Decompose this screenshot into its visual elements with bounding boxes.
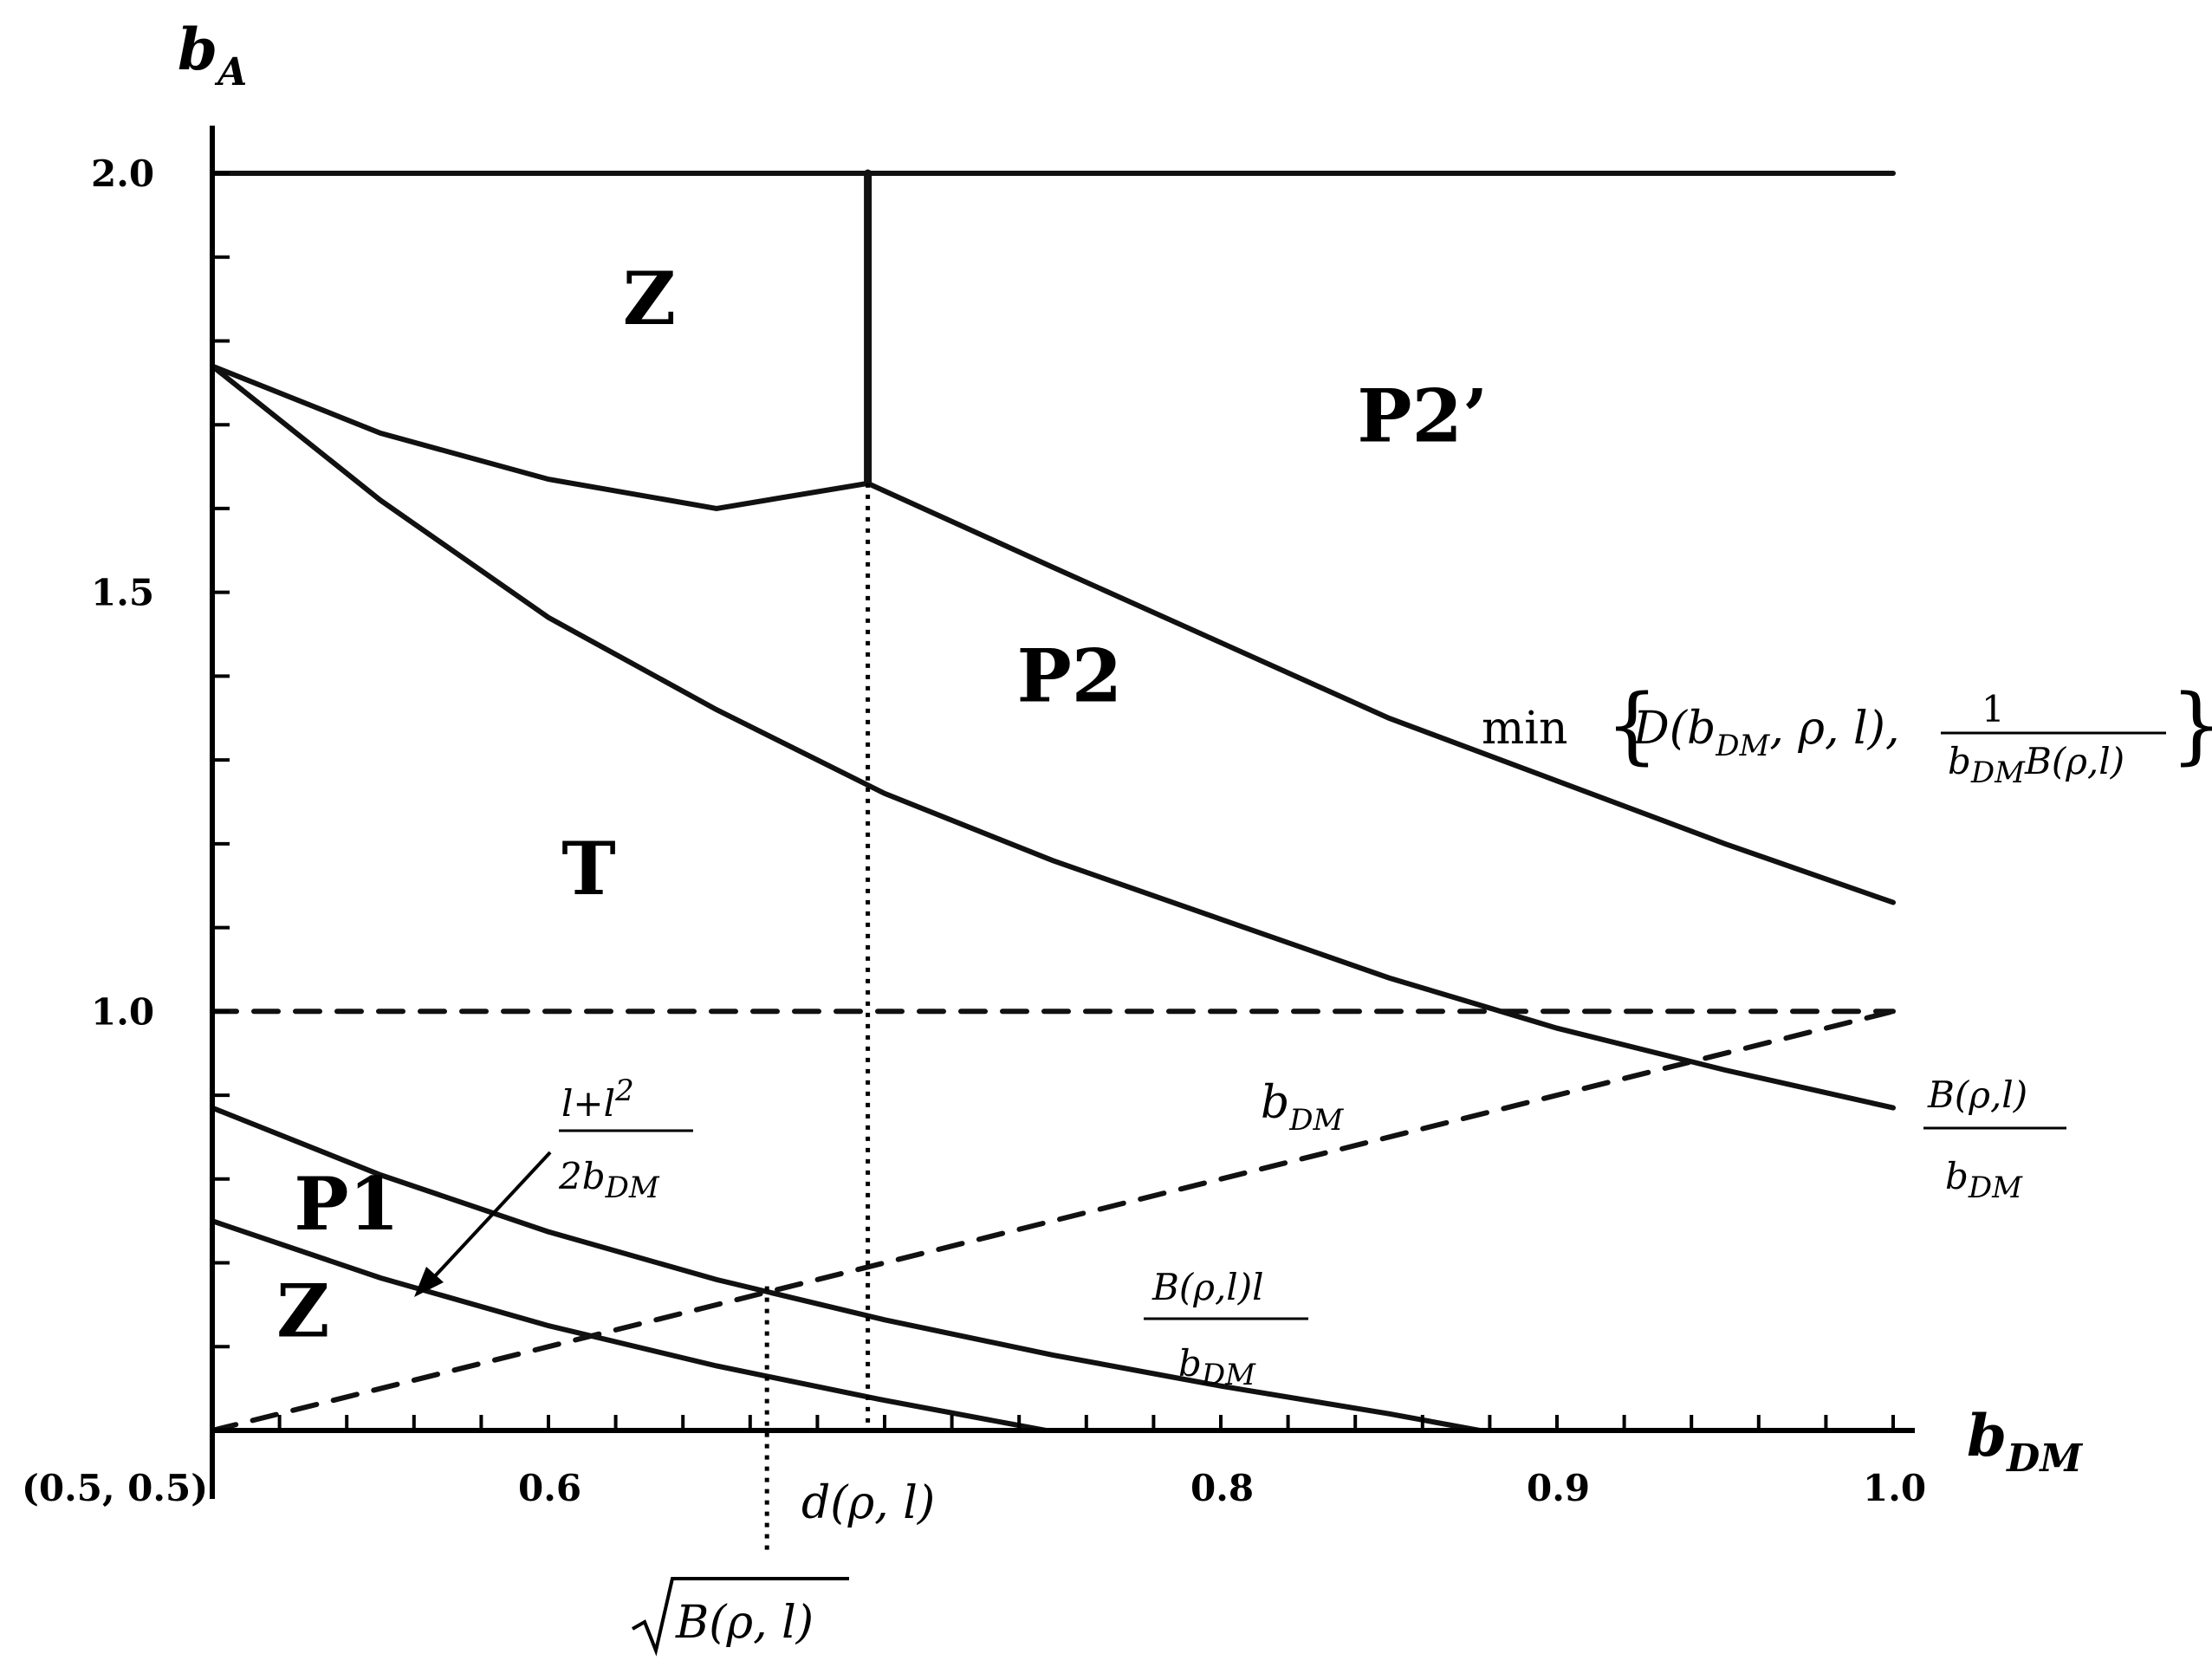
x-tick-label: 0.8 [1190,1467,1254,1509]
svg-text:D(bDM, ρ, l),: D(bDM, ρ, l), [1632,703,1899,763]
region-label: T [561,826,616,911]
series-line-4 [210,1009,1896,1433]
annotation-bdm-line: bDM [1261,1077,1345,1138]
series-line-2 [210,1105,1482,1433]
x-axis-ticks [277,1415,1895,1430]
annotation-arrow [414,1151,552,1297]
svg-text:B(ρ,l)l: B(ρ,l)l [1151,1266,1264,1308]
x-tick-label: 1.0 [1863,1467,1926,1509]
y-tick-label: 2.0 [91,152,154,195]
svg-text:B(ρ,l): B(ρ,l) [1927,1074,2027,1116]
series-line-3 [210,1218,1049,1433]
series-line-1 [210,363,1896,1111]
series-line-0 [210,363,1896,905]
y-tick-label: 1.5 [91,572,154,614]
region-labels: Z P2’ P2 T P1 Z [276,256,1488,1354]
svg-text:2bDM: 2bDM [558,1155,660,1205]
annotation-d-rho-l: d(ρ, l) [801,1477,935,1529]
region-label: P2’ [1357,373,1488,459]
region-label: P1 [294,1161,399,1247]
y-tick-labels: 2.0 1.5 1.0 [91,152,154,1033]
svg-text:min: min [1482,703,1567,755]
y-tick-label: 1.0 [91,990,154,1033]
dotted-guides [764,483,871,1557]
svg-text:1: 1 [1982,688,2005,730]
x-tick-label: 0.9 [1527,1467,1590,1509]
region-label: Z [276,1268,329,1354]
svg-text:B(ρ, l): B(ρ, l) [675,1597,814,1649]
svg-text:bDM: bDM [1261,1077,1345,1138]
series-layer [210,169,1896,1433]
y-axis-ticks [212,172,230,1349]
annotation-bl-over-bdm: B(ρ,l)l bDM [1144,1266,1308,1392]
svg-text:l+l2: l+l2 [561,1074,634,1125]
x-tick-labels: 0.6 0.8 0.9 1.0 [518,1467,1926,1509]
svg-text:{: { [1605,677,1658,774]
annotation-min-label: min { D(bDM, ρ, l), 1 bDMB(ρ,l) } [1482,677,2212,790]
x-axis-label: bDM [1967,1402,2083,1481]
svg-text:bDM: bDM [1945,1155,2023,1205]
origin-label: (0.5, 0.5) [22,1467,208,1509]
y-axis-label: bA [178,16,247,94]
annotation-sqrt-b: B(ρ, l) [632,1577,849,1657]
region-label: Z [623,256,676,341]
region-label: P2 [1017,632,1123,718]
svg-text:bDMB(ρ,l): bDMB(ρ,l) [1948,740,2124,790]
x-tick-label: 0.6 [518,1467,581,1509]
svg-text:}: } [2170,677,2212,774]
svg-text:bDM: bDM [1178,1342,1256,1392]
annotation-b-over-bdm: B(ρ,l) bDM [1923,1074,2066,1205]
annotation-l-plus-l2: l+l2 2bDM [558,1074,693,1205]
